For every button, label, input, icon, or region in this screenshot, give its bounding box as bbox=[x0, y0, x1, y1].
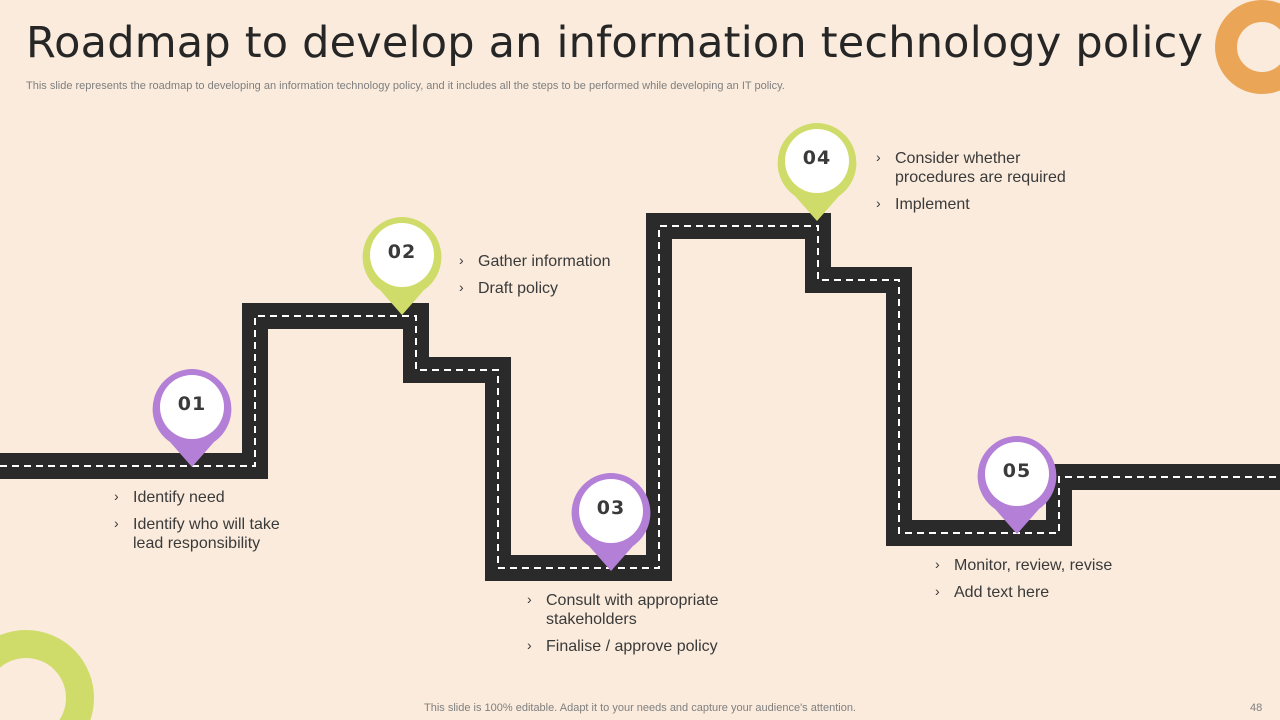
list-item: › Identify need bbox=[114, 488, 225, 506]
step-01-marker: 01 bbox=[150, 367, 240, 479]
step-number: 01 bbox=[177, 393, 207, 415]
map-pin-icon bbox=[152, 369, 232, 467]
step-03-text: › Consult with appropriate stakeholders ›… bbox=[527, 591, 727, 664]
page-number: 48 bbox=[1250, 702, 1263, 714]
step-number: 05 bbox=[1002, 460, 1032, 482]
step-03-marker: 03 bbox=[569, 471, 659, 583]
list-item: › Consult with appropriate stakeholders bbox=[527, 591, 719, 628]
chevron-right-icon: › bbox=[935, 556, 940, 572]
list-item: › Draft policy bbox=[459, 279, 559, 297]
chevron-right-icon: › bbox=[527, 637, 532, 653]
footer-note: This slide is 100% editable. Adapt it to… bbox=[424, 702, 856, 714]
chevron-right-icon: › bbox=[114, 488, 119, 504]
page-title: Roadmap to develop an information techno… bbox=[26, 18, 1204, 68]
step-02-marker: 02 bbox=[360, 215, 450, 327]
chevron-right-icon: › bbox=[459, 279, 464, 295]
list-item: › Consider whether procedures are require… bbox=[876, 149, 1066, 186]
road-dashes bbox=[0, 225, 1280, 569]
chevron-right-icon: › bbox=[527, 591, 532, 607]
map-pin-icon bbox=[777, 123, 857, 221]
map-pin-icon bbox=[362, 217, 442, 315]
map-pin-icon bbox=[977, 436, 1057, 534]
step-05-text: › Monitor, review, revise › Add text here bbox=[935, 556, 1155, 610]
step-number: 03 bbox=[596, 497, 626, 519]
step-05-marker: 05 bbox=[975, 434, 1065, 546]
chevron-right-icon: › bbox=[114, 515, 119, 531]
list-item: › Identify who will take lead responsibil… bbox=[114, 515, 280, 552]
list-item: › Gather information bbox=[459, 252, 611, 270]
chevron-right-icon: › bbox=[876, 149, 881, 165]
list-item: › Finalise / approve policy bbox=[527, 637, 718, 655]
step-04-marker: 04 bbox=[775, 121, 865, 233]
step-04-text: › Consider whether procedures are require… bbox=[876, 149, 1076, 222]
page-subtitle: This slide represents the roadmap to dev… bbox=[26, 80, 785, 92]
chevron-right-icon: › bbox=[935, 583, 940, 599]
chevron-right-icon: › bbox=[876, 195, 881, 211]
step-number: 04 bbox=[802, 147, 832, 169]
step-number: 02 bbox=[387, 241, 417, 263]
map-pin-icon bbox=[571, 473, 651, 571]
list-item: › Implement bbox=[876, 195, 970, 213]
list-item: › Add text here bbox=[935, 583, 1050, 601]
list-item: › Monitor, review, revise bbox=[935, 556, 1113, 574]
step-02-text: › Gather information › Draft policy bbox=[459, 252, 679, 306]
chevron-right-icon: › bbox=[459, 252, 464, 268]
step-01-text: › Identify need › Identify who will take l… bbox=[114, 488, 324, 561]
